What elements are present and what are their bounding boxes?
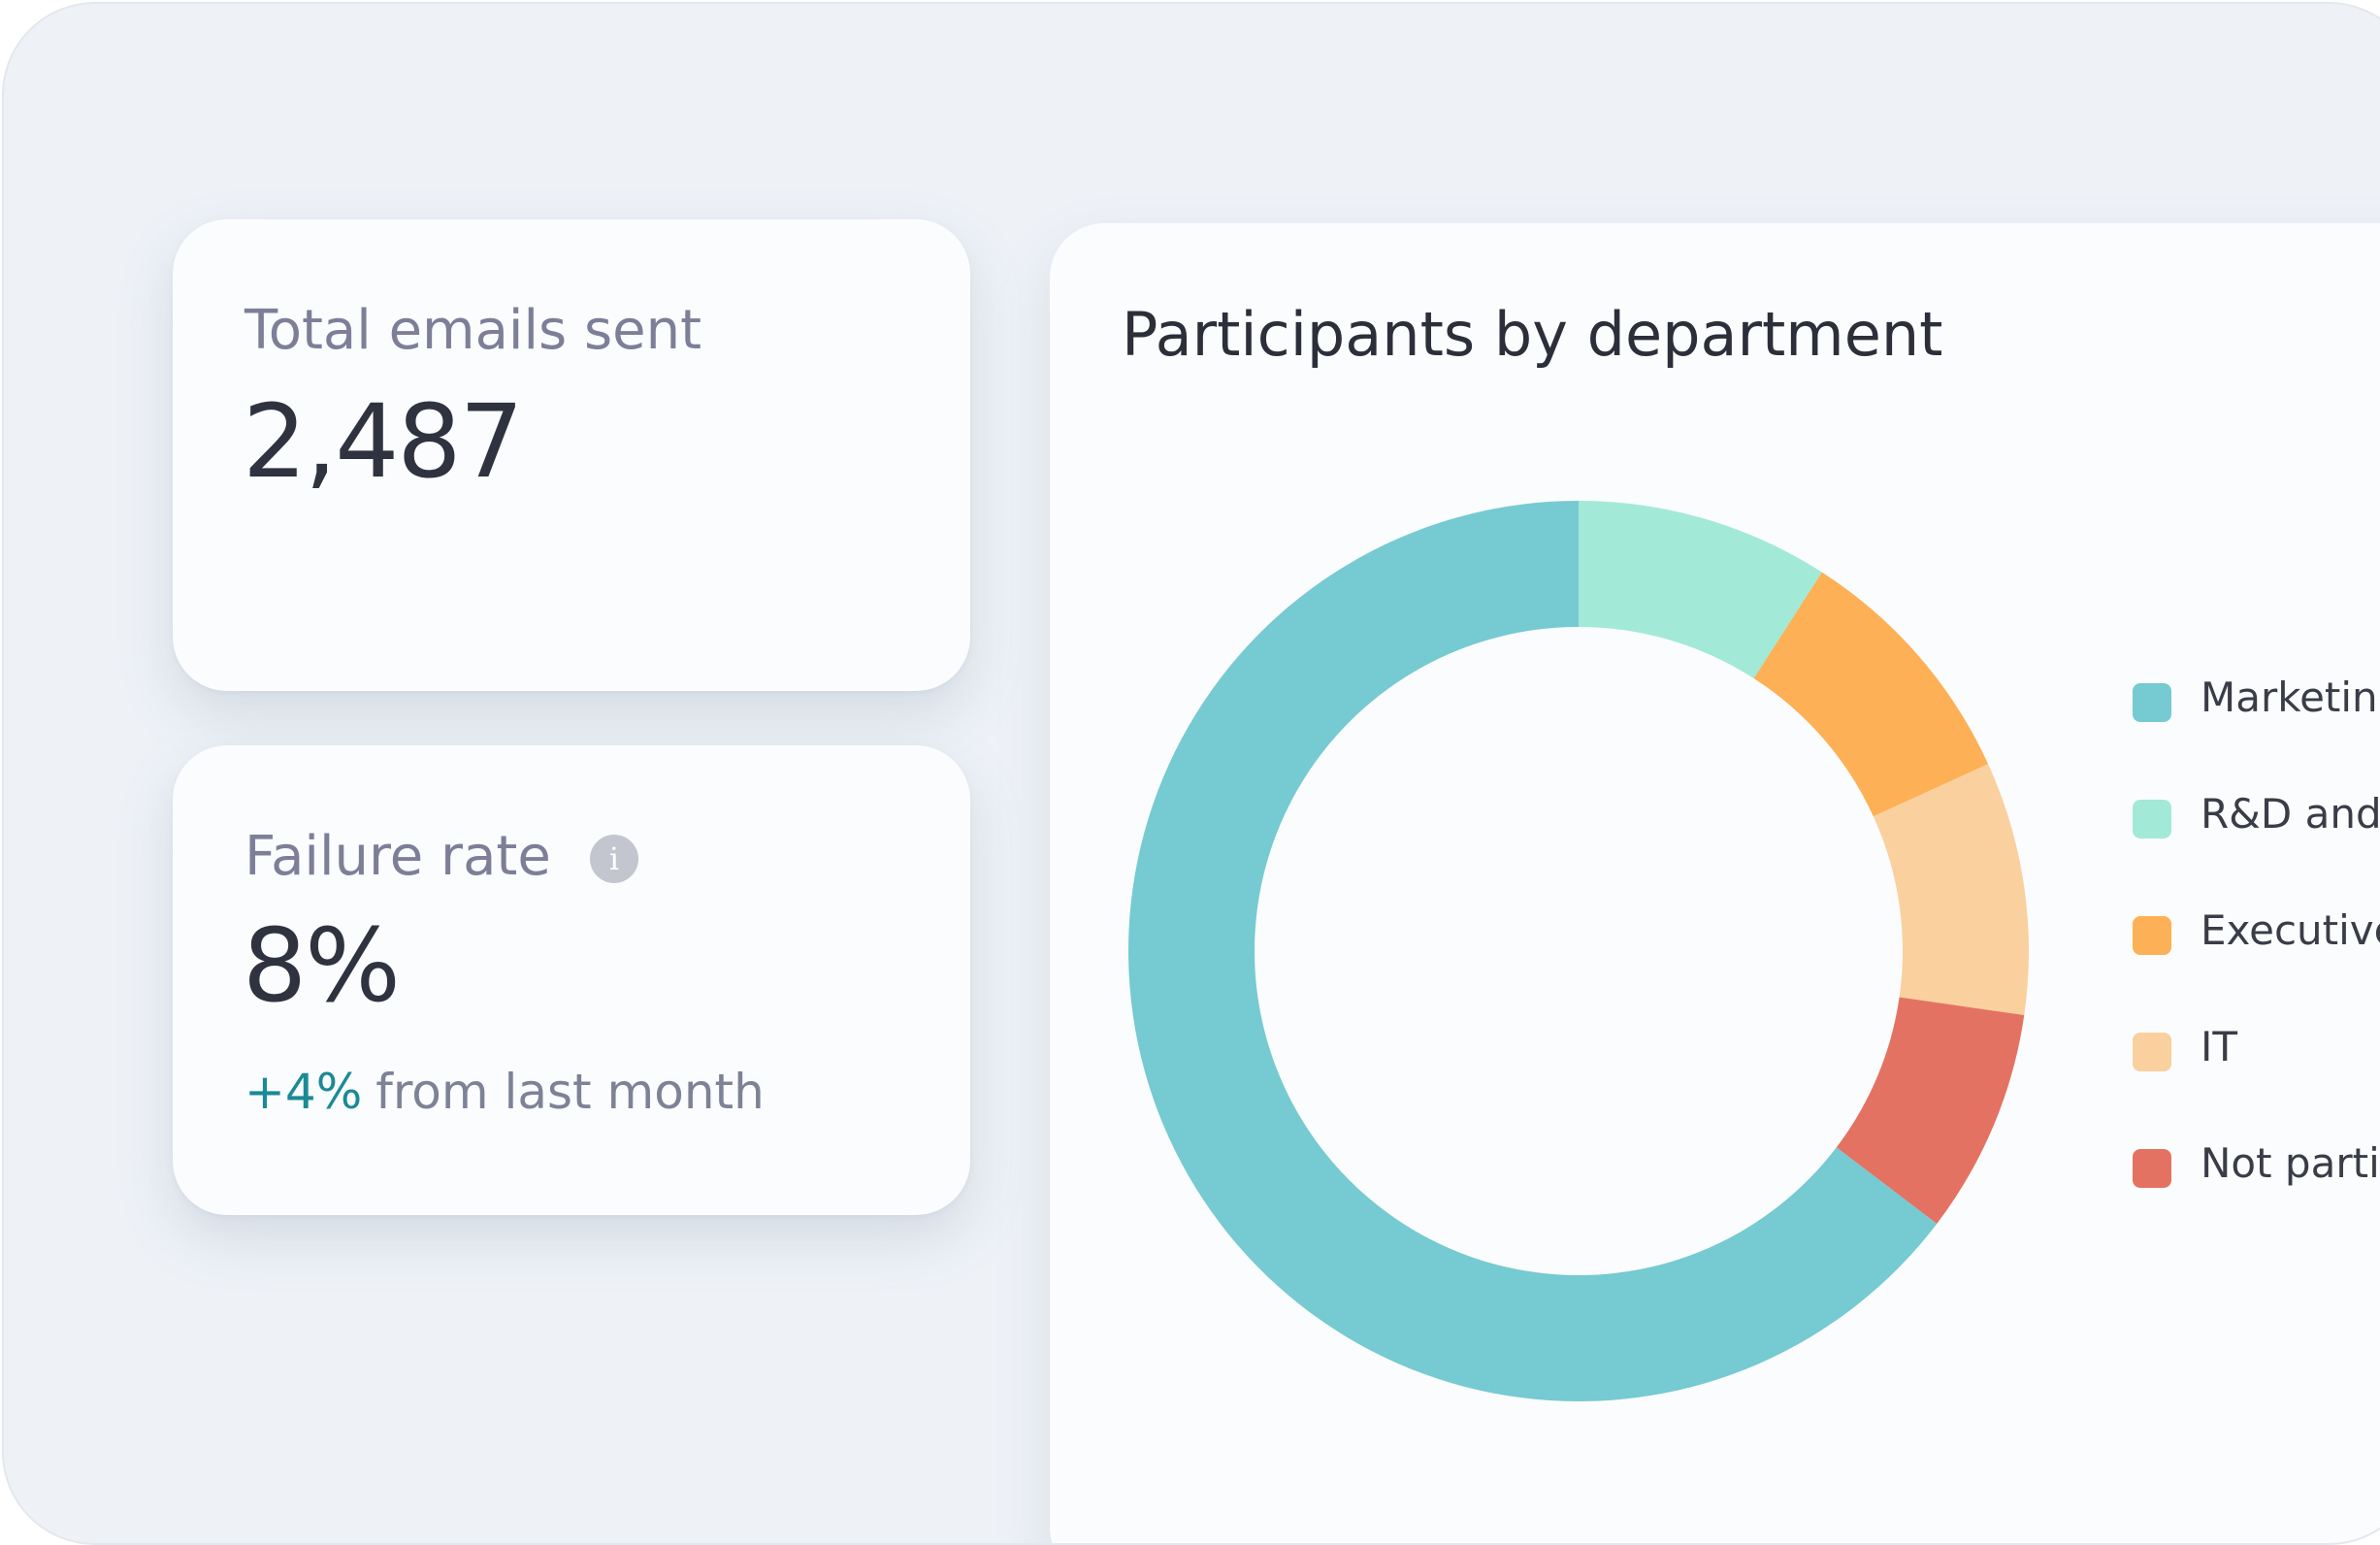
legend-swatch <box>2133 1149 2171 1188</box>
donut-slice-executives[interactable] <box>1753 572 1989 817</box>
legend-label: Marketing <box>2201 674 2380 721</box>
donut-slice-marketing[interactable] <box>1128 501 1938 1402</box>
legend-label: Executives <box>2201 906 2380 954</box>
legend-swatch <box>2133 800 2171 838</box>
legend-label: IT <box>2201 1023 2238 1070</box>
legend-swatch <box>2133 683 2171 722</box>
trend-text: from last month <box>375 1064 765 1120</box>
info-icon[interactable]: i <box>590 835 638 883</box>
failure-rate-trend: +4% from last month <box>245 1064 765 1120</box>
legend-label: R&D and p <box>2201 790 2380 838</box>
total-emails-value: 2,487 <box>243 382 524 501</box>
failure-rate-card: Failure rate i 8% +4% from last month <box>173 745 970 1215</box>
donut-slice-r-d-and-p[interactable] <box>1579 501 1822 679</box>
chart-title: Participants by department <box>1122 299 1943 370</box>
total-emails-card: Total emails sent 2,487 <box>173 219 970 691</box>
donut-slice-it[interactable] <box>1873 764 2029 1016</box>
donut-slice-not-partic[interactable] <box>1836 997 2025 1225</box>
donut-chart <box>1128 501 2029 1402</box>
trend-delta: +4% <box>245 1064 363 1120</box>
legend-swatch <box>2133 916 2171 955</box>
legend-swatch <box>2133 1033 2171 1071</box>
participants-chart-card: Participants by department Marketing R&D … <box>1050 223 2380 1543</box>
total-emails-label: Total emails sent <box>245 299 702 362</box>
failure-rate-label: Failure rate <box>245 825 551 888</box>
failure-rate-value: 8% <box>243 906 401 1025</box>
legend-label: Not partic <box>2201 1139 2380 1187</box>
